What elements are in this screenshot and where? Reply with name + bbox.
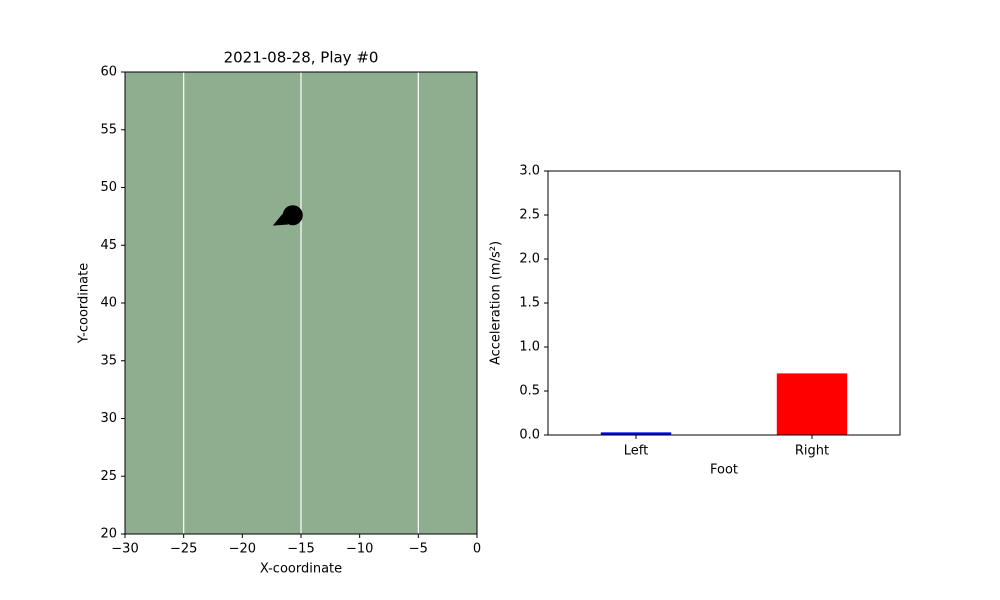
y-tick-label: 2.0: [519, 252, 540, 267]
x-tick-label: −25: [170, 542, 197, 557]
x-tick-label: −30: [111, 542, 138, 557]
x-tick-label: Right: [795, 444, 829, 459]
y-tick-label: 35: [100, 353, 117, 368]
x-tick-label: 0: [473, 542, 481, 557]
y-tick-label: 45: [100, 238, 117, 253]
x-tick-label: −5: [409, 542, 428, 557]
y-tick-label: 1.0: [519, 340, 540, 355]
y-tick-label: 25: [100, 469, 117, 484]
y-tick-label: 40: [100, 296, 117, 311]
y-tick-label: 1.5: [519, 296, 540, 311]
y-tick-label: 20: [100, 527, 117, 542]
x-tick-label: −10: [346, 542, 373, 557]
y-tick-label: 0.5: [519, 384, 540, 399]
x-tick-label: −15: [287, 542, 314, 557]
y-tick-label: 0.0: [519, 428, 540, 443]
y-tick-label: 50: [100, 180, 117, 195]
bar: [600, 432, 672, 435]
x-axis-label: X-coordinate: [260, 562, 342, 577]
y-tick-label: 3.0: [519, 164, 540, 179]
x-axis-label: Foot: [710, 463, 738, 478]
y-tick-label: 55: [100, 122, 117, 137]
y-axis-label: Acceleration (m/s²): [489, 241, 504, 365]
x-tick-label: −20: [229, 542, 256, 557]
axes-frame: [124, 71, 478, 535]
y-axis-label: Y-coordinate: [77, 263, 92, 344]
bar: [776, 373, 848, 435]
x-tick-label: Left: [624, 444, 648, 459]
y-tick-label: 30: [100, 411, 117, 426]
y-tick-label: 2.5: [519, 208, 540, 223]
chart-title: 2021-08-28, Play #0: [224, 49, 379, 67]
axes-frame: [547, 170, 901, 436]
player-point: [282, 205, 303, 226]
y-tick-label: 60: [100, 65, 117, 80]
